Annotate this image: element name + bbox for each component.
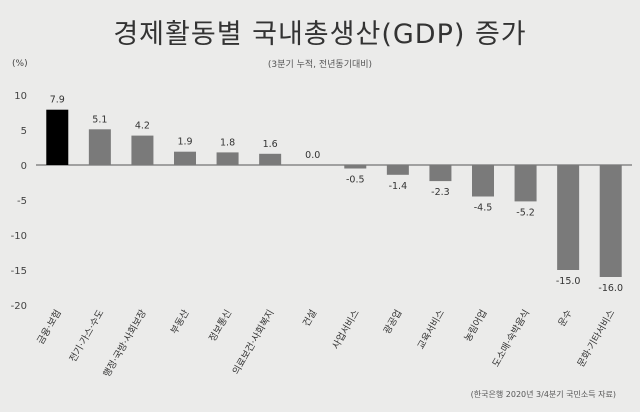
data-label: 0.0 (305, 150, 320, 161)
data-label: 1.9 (177, 137, 192, 148)
bar (46, 109, 69, 165)
data-label: 1.6 (263, 139, 278, 150)
x-tick-label: 전기·가스·수도 (68, 308, 107, 364)
bar (557, 165, 580, 270)
x-tick-label: 운수 (556, 308, 574, 329)
data-label: -2.3 (431, 187, 450, 198)
bar (174, 151, 196, 165)
y-tick-label: 0 (21, 161, 27, 172)
bar (216, 152, 239, 165)
data-label: -0.5 (346, 175, 365, 186)
bar (472, 165, 494, 197)
data-label: 4.2 (135, 121, 150, 132)
x-tick-label: 사업서비스 (330, 307, 362, 351)
chart-title: 경제활동별 국내총생산(GDP) 증가 (113, 19, 527, 50)
x-tick-label: 금융·보험 (35, 308, 64, 346)
bar (599, 165, 622, 277)
x-tick-label: 광공업 (381, 308, 405, 337)
x-tick-label: 도소매·숙박음식 (491, 308, 533, 369)
x-tick-label: 행정·국방·사회보장 (101, 307, 150, 379)
data-label: -16.0 (598, 283, 623, 294)
data-label: -4.5 (474, 203, 493, 214)
data-label: 1.8 (220, 137, 235, 148)
bar (514, 165, 537, 202)
data-label: -15.0 (556, 276, 581, 287)
source-note: (한국은행 2020년 3/4분기 국민소득 자료) (470, 390, 616, 399)
y-tick-label: -15 (11, 266, 27, 277)
x-tick-label: 교육서비스 (416, 308, 448, 352)
y-tick-label: 5 (21, 126, 27, 137)
x-tick-label: 정보통신 (207, 308, 234, 344)
bar (88, 129, 111, 165)
bar (429, 165, 452, 182)
data-label: -1.4 (389, 181, 408, 192)
y-tick-label: -20 (11, 301, 27, 312)
y-tick-label: 10 (14, 91, 27, 102)
x-tick-label: 농림어업 (462, 308, 490, 344)
y-tick-label: -10 (11, 231, 27, 242)
bar (344, 165, 367, 169)
y-tick-label: -5 (17, 196, 27, 207)
bar (131, 135, 154, 165)
x-tick-label: 건설 (301, 308, 319, 329)
x-tick-label: 의료보건·사회복지 (231, 308, 277, 377)
x-tick-label: 부동산 (169, 308, 192, 336)
bar (386, 165, 409, 175)
y-axis-unit: (%) (12, 59, 28, 69)
x-tick-label: 문화·기타서비스 (576, 308, 618, 369)
chart-subtitle: (3분기 누적, 전년동기대비) (267, 60, 373, 70)
data-label: -5.2 (516, 207, 535, 218)
data-label: 5.1 (92, 114, 107, 125)
bar (259, 153, 282, 165)
data-label: 7.9 (50, 95, 65, 106)
